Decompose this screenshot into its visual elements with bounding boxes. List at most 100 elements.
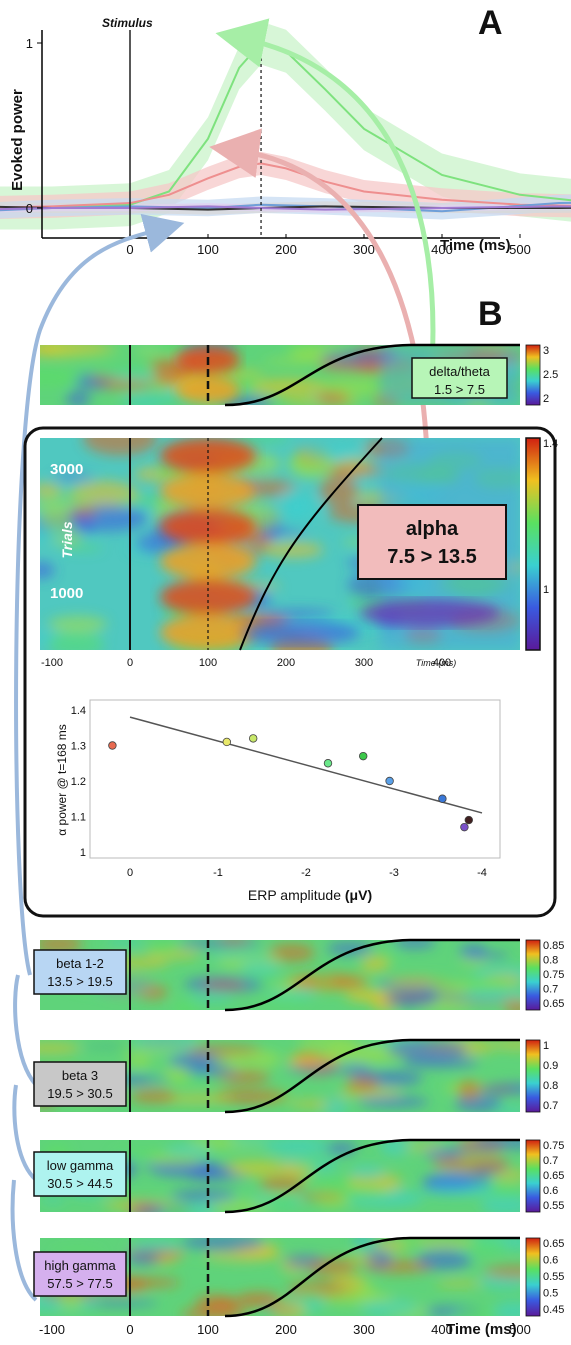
scatter-point: [438, 794, 447, 803]
arrow-beta-3: [13, 974, 38, 1087]
scatter-point: [385, 776, 394, 786]
alpha-x-tick-label: 300: [355, 657, 373, 669]
colorbar-tick-low-gamma: 0.65: [543, 1170, 564, 1182]
colorbar-tick-high-gamma: 0.5: [543, 1288, 558, 1300]
band-label-box-delta-theta: [411, 357, 508, 399]
trial-tick-label: 3000: [50, 461, 83, 478]
reaction-time-curve: [224, 1138, 520, 1214]
band-label-range: 57.5 > 77.5: [47, 1276, 112, 1291]
bottom-x-tick-label: 500: [509, 1322, 531, 1337]
alpha-focus-frame: [23, 426, 557, 918]
x-tick-label-a: 500: [509, 242, 531, 257]
colorbar-tick-delta-theta: 2: [543, 393, 549, 405]
bottom-x-tick-label: 400: [431, 1322, 453, 1337]
colorbar-tick-alpha: 1: [543, 584, 549, 596]
scatter-y-tick-label: 1: [80, 847, 86, 859]
bottom-x-tick-label: 300: [353, 1322, 375, 1337]
band-label-box-beta-3: [33, 1061, 127, 1107]
series-line-1: [0, 162, 571, 209]
band-label-box-low-gamma: [33, 1151, 127, 1197]
heatmap-beta-3: 1 0.9 0.8 0.7 beta 3 19.5 > 30.5: [33, 1038, 558, 1114]
alpha-x-tick-label: 100: [199, 657, 217, 669]
reaction-time-curve: [224, 1038, 520, 1114]
alpha-x-tick-label: 200: [277, 657, 295, 669]
reaction-time-curve: [224, 1236, 520, 1318]
scatter-xlabel-unit: (μV): [345, 887, 372, 903]
heatmap-high-gamma: 0.65 0.6 0.55 0.5 0.45 high gamma 57.5 > 77.5: [33, 1236, 564, 1318]
scatter-x-tick-label: -3: [389, 867, 399, 879]
band-label-name: beta 3: [62, 1068, 98, 1083]
alpha-x-tick-label: 0: [127, 657, 133, 669]
reaction-time-curve: [224, 343, 520, 407]
reaction-time-curve: [239, 437, 383, 651]
colorbar-tick-low-gamma: 0.7: [543, 1155, 558, 1167]
colorbar-beta-1-2: [525, 939, 541, 1011]
stimulus-label: Stimulus: [102, 16, 153, 30]
colorbar-high-gamma: [525, 1237, 541, 1317]
bottom-x-label: Time (ms): [446, 1321, 517, 1338]
bottom-x-tick-label: -100: [39, 1322, 65, 1337]
scatter-x-tick-label: -1: [213, 867, 223, 879]
colorbar-alpha: [525, 437, 541, 651]
panel-letter-a: A: [478, 4, 503, 42]
alpha-x-tick-label: 400: [433, 657, 451, 669]
colorbar-tick-delta-theta: 3: [543, 345, 549, 357]
bottom-time-axis: Time (ms) -100 0 100 200 300 400 500: [39, 1321, 531, 1338]
bottom-x-tick-label: 0: [126, 1322, 133, 1337]
bottom-x-tick-label: 200: [275, 1322, 297, 1337]
scatter-point: [323, 759, 333, 768]
scatter-point: [248, 734, 258, 743]
band-label-range: 19.5 > 30.5: [47, 1086, 112, 1101]
bottom-x-tick-label: 100: [197, 1322, 219, 1337]
scatter-xlabel-text: ERP amplitude: [248, 887, 345, 903]
arrow-low-gamma: [12, 1084, 38, 1182]
arrow-beta: [14, 213, 185, 976]
arrow-high-gamma: [10, 1179, 38, 1302]
band-label-box-alpha: [357, 504, 507, 580]
heatmap-low-gamma: 0.75 0.7 0.65 0.6 0.55 low gamma 30.5 > 44.5: [33, 1138, 564, 1214]
band-label-range: 30.5 > 44.5: [47, 1176, 112, 1191]
colorbar-tick-beta-3: 0.8: [543, 1080, 558, 1092]
colorbar-tick-beta-3: 0.7: [543, 1100, 558, 1112]
band-label-name: low gamma: [47, 1158, 114, 1173]
y-tick-label-a: 1: [26, 36, 33, 51]
colorbar-tick-low-gamma: 0.75: [543, 1140, 564, 1152]
x-tick-label-a: 400: [431, 242, 453, 257]
x-tick-label-a: 0: [126, 242, 133, 257]
heatmap-delta-theta: 3 2.5 2 delta/theta 1.5 > 7.5: [40, 343, 558, 407]
x-tick-label-a: 200: [275, 242, 297, 257]
colorbar-tick-beta-1-2: 0.65: [543, 998, 564, 1010]
evoked-power-ylabel: Evoked power: [9, 89, 26, 191]
alpha-x-tick-label: -100: [41, 657, 63, 669]
band-label-name: high gamma: [44, 1258, 116, 1273]
band-label-range: 13.5 > 19.5: [47, 974, 112, 989]
x-tick-label-a: 300: [353, 242, 375, 257]
scatter-x-tick-label: -4: [477, 867, 487, 879]
colorbar-tick-beta-1-2: 0.85: [543, 940, 564, 952]
alpha-x-label: Time (ms): [416, 658, 456, 668]
y-tick-label-a: 0: [26, 201, 33, 216]
evoked-power-chart: A Stimulus Evoked power Time (ms) 0 100 20…: [0, 4, 571, 257]
colorbar-tick-beta-3: 1: [543, 1040, 549, 1052]
band-label-box-high-gamma: [33, 1251, 127, 1297]
colorbar-tick-low-gamma: 0.55: [543, 1200, 564, 1212]
scatter-point: [222, 737, 231, 747]
x-tick-label-a: 100: [197, 242, 219, 257]
colorbar-tick-high-gamma: 0.45: [543, 1304, 564, 1316]
colorbar-beta-3: [525, 1039, 541, 1113]
panel-letter-b: B: [478, 295, 503, 333]
series-band-0: [0, 21, 571, 230]
band-label-name: alpha: [406, 518, 459, 540]
scatter-y-tick-label: 1.4: [71, 705, 86, 717]
band-label-range: 1.5 > 7.5: [434, 382, 485, 397]
scatter-point: [464, 815, 473, 825]
trial-tick-label: 1000: [50, 585, 83, 602]
fit-line: [129, 716, 483, 814]
colorbar-tick-delta-theta: 2.5: [543, 369, 558, 381]
scatter-y-tick-label: 1.2: [71, 776, 86, 788]
colorbar-delta-theta: [525, 344, 541, 406]
colorbar-tick-high-gamma: 0.65: [543, 1238, 564, 1250]
band-label-name: beta 1-2: [56, 956, 104, 971]
